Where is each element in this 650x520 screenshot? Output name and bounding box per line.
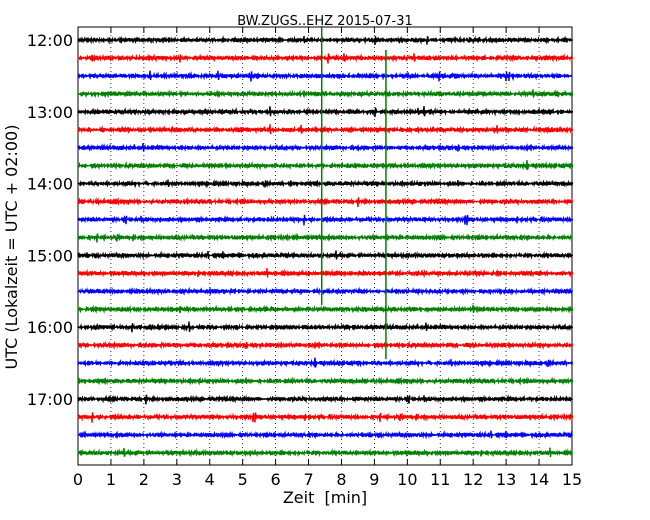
axis-ticks: [77, 27, 573, 465]
trace-line: [77, 340, 574, 350]
x-tick-labels: 0 1 2 3 4 5 6 7 8 9 10 11 12 13 14 15: [73, 470, 582, 489]
plot-frame: [77, 26, 573, 466]
trace-line: [77, 412, 574, 423]
x-tick-label: 0: [73, 470, 83, 489]
x-tick-label: 3: [172, 470, 182, 489]
trace-line: [77, 89, 574, 99]
trace-line: [77, 268, 574, 279]
trace-line: [77, 321, 574, 333]
trace-line: [77, 35, 574, 46]
trace-line: [77, 196, 574, 207]
x-tick-label: 8: [336, 470, 346, 489]
y-tick-label: 17:00: [27, 390, 73, 409]
x-tick-label: 5: [238, 470, 248, 489]
trace-line: [77, 250, 574, 260]
trace-line: [77, 70, 573, 82]
trace-line: [77, 376, 574, 386]
x-tick-label: 1: [106, 470, 116, 489]
x-tick-label: 7: [303, 470, 313, 489]
trace-line: [77, 124, 574, 135]
x-tick-label: 4: [205, 470, 215, 489]
trace-line: [77, 178, 574, 189]
x-tick-label: 15: [562, 470, 582, 489]
trace-line: [77, 53, 574, 64]
trace-line: [77, 106, 574, 118]
x-tick-label: 11: [430, 470, 450, 489]
seismic-traces: [77, 35, 574, 458]
x-tick-label: 12: [463, 470, 483, 489]
x-tick-label: 13: [496, 470, 516, 489]
y-tick-label: 15:00: [27, 246, 73, 265]
x-tick-label: 2: [139, 470, 149, 489]
y-tick-label: 13:00: [27, 103, 73, 122]
trace-line: [77, 357, 574, 369]
trace-line: [77, 304, 574, 314]
trace-line: [77, 232, 573, 243]
x-axis-label: Zeit [min]: [283, 488, 367, 507]
x-tick-label: 14: [529, 470, 549, 489]
x-tick-label: 10: [397, 470, 417, 489]
x-tick-label: 9: [369, 470, 379, 489]
y-tick-labels: 12:00 13:00 14:00 15:00 16:00 17:00: [27, 31, 73, 409]
trace-line: [77, 143, 574, 153]
event-marker: [320, 26, 387, 360]
plot-area: [77, 26, 574, 466]
y-axis-label: UTC (Lokalzeit = UTC + 02:00): [2, 125, 21, 370]
trace-line: [77, 286, 574, 297]
y-tick-label: 12:00: [27, 31, 73, 50]
trace-line: [77, 447, 574, 458]
chart-title: BW.ZUGS..EHZ 2015-07-31: [237, 14, 413, 29]
trace-line: [77, 429, 574, 440]
y-tick-label: 14:00: [27, 175, 73, 194]
trace-line: [77, 394, 574, 405]
x-tick-label: 6: [271, 470, 281, 489]
y-tick-label: 16:00: [27, 318, 73, 337]
trace-line: [77, 214, 574, 226]
